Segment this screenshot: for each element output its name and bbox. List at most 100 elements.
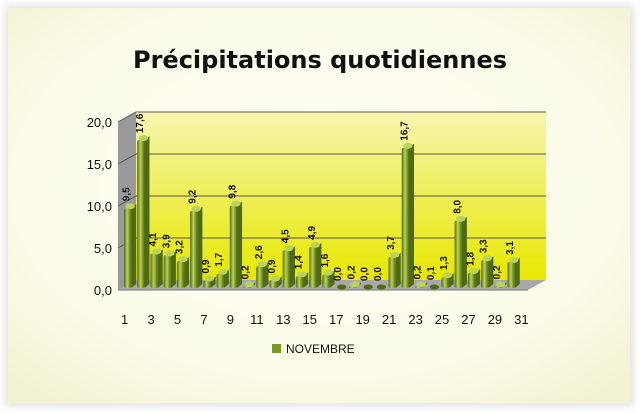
y-tick-label: 20,0 bbox=[87, 115, 112, 130]
bar bbox=[203, 280, 211, 288]
data-label: 0,2 bbox=[346, 265, 357, 279]
bar-side bbox=[131, 204, 137, 288]
data-label: 0,2 bbox=[241, 265, 252, 279]
bar-top bbox=[270, 275, 281, 282]
bar bbox=[137, 140, 145, 288]
bar bbox=[507, 261, 515, 288]
bar bbox=[337, 284, 347, 290]
bar-top bbox=[218, 268, 228, 275]
data-label: 1,7 bbox=[214, 252, 225, 266]
bar bbox=[376, 284, 387, 290]
bar-top bbox=[257, 261, 268, 268]
bar bbox=[363, 284, 373, 290]
bar-side bbox=[395, 252, 401, 288]
bar-top bbox=[125, 203, 135, 210]
bar-side bbox=[475, 268, 481, 288]
bar-top bbox=[482, 255, 492, 262]
data-label: 2,6 bbox=[254, 245, 265, 259]
legend-label: NOVEMBRE bbox=[286, 342, 355, 356]
bar-side bbox=[461, 216, 467, 288]
bar-top bbox=[178, 256, 188, 263]
data-label: 16,7 bbox=[399, 121, 410, 141]
chart-title: Précipitations quotidiennes bbox=[133, 46, 507, 74]
bar-top bbox=[138, 135, 148, 142]
bar bbox=[467, 272, 476, 288]
x-tick-label: 23 bbox=[408, 312, 422, 327]
bar-top bbox=[204, 275, 215, 282]
chart-frame: Précipitations quotidiennes 0,0 5,0 10,0 15… bbox=[8, 8, 630, 403]
bar-top bbox=[310, 241, 320, 248]
x-tick-label: 15 bbox=[303, 312, 317, 327]
bar-side bbox=[144, 136, 150, 288]
bar-top bbox=[403, 142, 413, 149]
bar-top bbox=[244, 281, 254, 288]
x-tick-label: 11 bbox=[250, 312, 264, 327]
bar-top bbox=[469, 267, 479, 274]
gridline-side bbox=[117, 111, 137, 123]
bar bbox=[401, 147, 409, 288]
bar-top bbox=[389, 251, 400, 258]
bar-top bbox=[151, 248, 162, 255]
data-label: 3,9 bbox=[161, 234, 172, 248]
x-tick-label: 31 bbox=[514, 312, 528, 327]
bar-top bbox=[456, 215, 466, 222]
bar bbox=[322, 274, 330, 288]
bar-top bbox=[284, 245, 294, 252]
data-label: 9,8 bbox=[227, 184, 238, 198]
bar bbox=[163, 255, 171, 288]
bar-side bbox=[237, 201, 243, 288]
data-label: 1,8 bbox=[465, 252, 476, 266]
legend: NOVEMBRE bbox=[272, 342, 355, 356]
data-label: 0,9 bbox=[267, 259, 278, 273]
bar-top bbox=[509, 256, 519, 263]
bar bbox=[269, 280, 277, 288]
bar-top bbox=[350, 281, 360, 288]
bar bbox=[256, 266, 264, 288]
bar-side bbox=[263, 262, 269, 288]
chart-svg: Précipitations quotidiennes 0,05,010,015… bbox=[8, 8, 630, 403]
data-label: 0,0 bbox=[360, 267, 371, 281]
data-label: 8,0 bbox=[452, 199, 463, 213]
gridline-side bbox=[117, 153, 137, 165]
data-label: 1,3 bbox=[439, 256, 450, 270]
bar-top bbox=[416, 281, 426, 288]
y-tick-label: 0,0 bbox=[94, 283, 112, 298]
bar bbox=[216, 273, 224, 288]
x-tick-label: 5 bbox=[174, 312, 181, 327]
data-label: 3,3 bbox=[479, 239, 490, 253]
bar-side bbox=[197, 206, 203, 288]
x-tick-label: 29 bbox=[488, 312, 502, 327]
data-label: 9,2 bbox=[188, 189, 199, 203]
data-label: 3,7 bbox=[386, 236, 397, 250]
plot-area: 0,05,010,015,020,09,517,64,1 3,9 3,29,20,9… bbox=[87, 111, 546, 327]
x-tick-label: 19 bbox=[355, 312, 369, 327]
bar-side bbox=[184, 257, 190, 288]
bar-top bbox=[231, 200, 241, 207]
bar-top bbox=[323, 269, 334, 276]
bar bbox=[429, 284, 439, 290]
bar bbox=[176, 261, 185, 288]
bar bbox=[309, 246, 317, 288]
y-tick-label: 10,0 bbox=[87, 199, 112, 214]
x-tick-label: 17 bbox=[329, 312, 343, 327]
bar bbox=[229, 205, 238, 288]
x-tick-label: 13 bbox=[276, 312, 290, 327]
bar-top bbox=[297, 271, 307, 278]
bar-side bbox=[488, 256, 494, 288]
data-label: 3,1 bbox=[505, 241, 516, 255]
bar-side bbox=[210, 276, 216, 288]
x-tick-label: 27 bbox=[461, 312, 475, 327]
gridline-side bbox=[117, 195, 137, 207]
bar-side bbox=[276, 276, 282, 288]
bar-side bbox=[170, 251, 176, 288]
bar bbox=[388, 256, 396, 288]
bar-side bbox=[408, 143, 414, 288]
bar bbox=[123, 208, 132, 288]
bar-top bbox=[191, 205, 201, 212]
data-label: 4,9 bbox=[307, 226, 318, 240]
data-label: 1,4 bbox=[294, 255, 305, 269]
legend-swatch bbox=[272, 344, 281, 353]
data-label: 4,5 bbox=[280, 229, 291, 243]
data-label: 4,1 bbox=[148, 232, 159, 246]
x-tick-label: 9 bbox=[227, 312, 234, 327]
